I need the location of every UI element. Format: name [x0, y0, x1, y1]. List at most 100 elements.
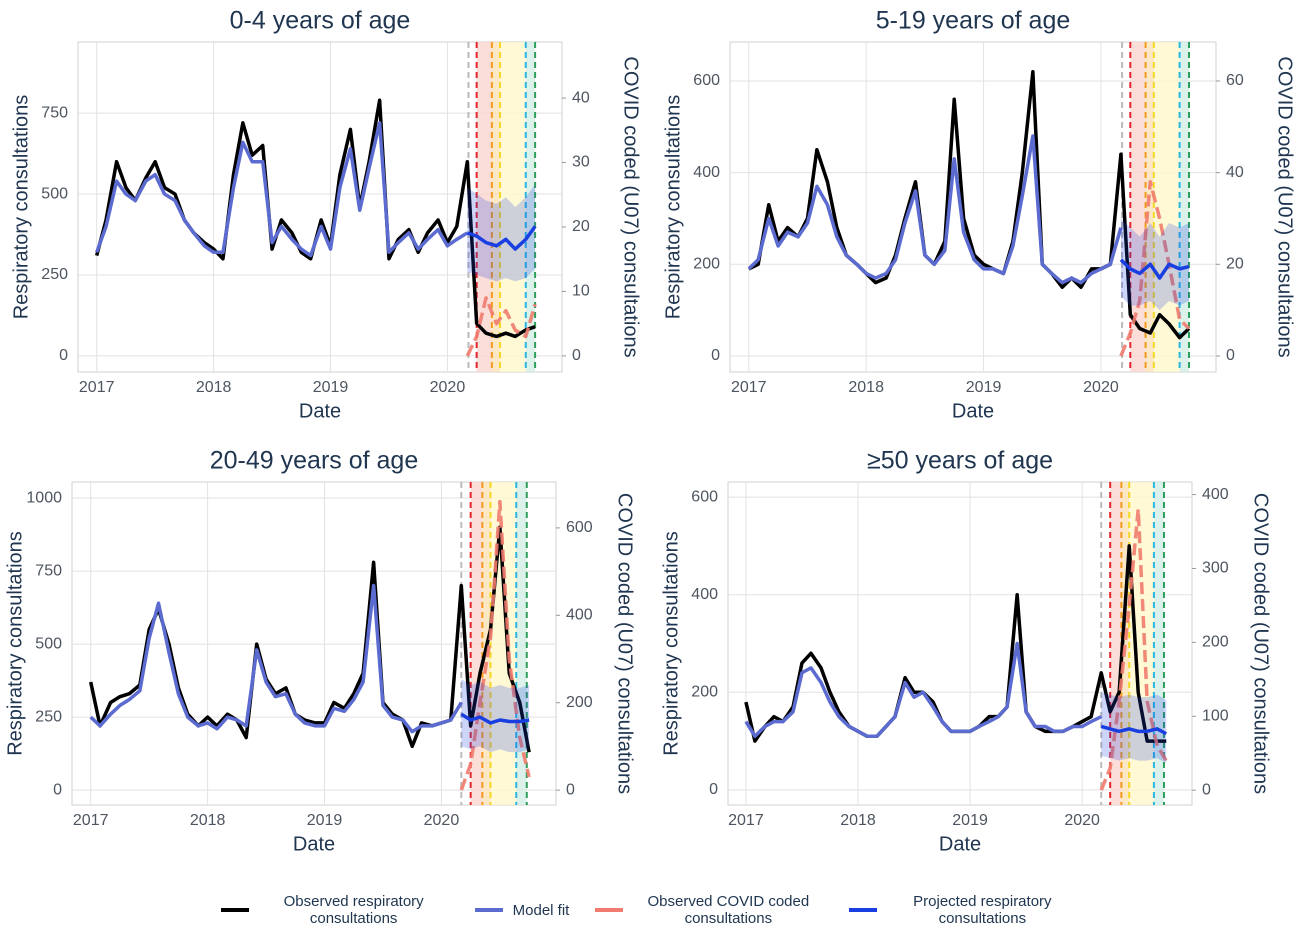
- plot-frame: [727, 481, 1193, 806]
- y-axis-label: Respiratory consultations: [660, 531, 682, 756]
- legend-label: Observed respiratory consultations: [283, 893, 424, 927]
- y-tick-label: 200: [691, 684, 718, 701]
- y-tick-label: 750: [41, 104, 68, 121]
- y-tick-label: 600: [693, 72, 720, 89]
- y-tick-label: 600: [691, 488, 718, 505]
- x-tick-label: 2018: [190, 812, 226, 829]
- period-span: [491, 42, 501, 372]
- period-span: [1121, 482, 1130, 805]
- y2-tick-label: 40: [1226, 164, 1244, 181]
- legend-label: Observed COVID coded consultations: [647, 893, 810, 927]
- series-line: [1100, 724, 1168, 736]
- y-axis-label: Respiratory consultations: [662, 95, 684, 320]
- y-tick-label: 1000: [26, 489, 62, 506]
- y2-tick-label: 300: [1202, 560, 1229, 577]
- period-span: [1179, 42, 1189, 372]
- x-axis-label: Date: [939, 833, 981, 855]
- y2-tick-label: 0: [1226, 347, 1235, 364]
- series-line: [1119, 180, 1191, 357]
- y2-tick-label: 600: [566, 519, 593, 536]
- y-tick-label: 0: [711, 347, 720, 364]
- x-tick-label: 2020: [430, 379, 466, 396]
- legend-item: Model fit: [474, 901, 570, 919]
- x-tick-label: 2018: [848, 379, 884, 396]
- legend: Observed respiratory consultations Model …: [0, 893, 1298, 927]
- series-line: [748, 70, 1191, 340]
- x-axis-label: Date: [293, 833, 335, 855]
- y-tick-label: 250: [35, 708, 62, 725]
- period-span: [525, 42, 536, 372]
- series-line: [1099, 507, 1168, 791]
- y2-tick-label: 100: [1202, 708, 1229, 725]
- y2-tick-label: 0: [566, 781, 575, 798]
- y2-tick-label: 30: [572, 154, 590, 171]
- period-span: [1129, 482, 1154, 805]
- period-span: [1153, 482, 1164, 805]
- plot-frame: [729, 41, 1217, 373]
- legend-item: Projected respiratory consultations: [849, 893, 1077, 927]
- projection-band: [461, 679, 530, 753]
- x-tick-label: 2017: [79, 379, 115, 396]
- series-line: [95, 121, 469, 258]
- x-tick-label: 2017: [731, 379, 767, 396]
- y2-tick-label: 400: [1202, 486, 1229, 503]
- y2-tick-label: 10: [572, 283, 590, 300]
- chart-title: 0-4 years of age: [230, 7, 411, 35]
- chart-title: 5-19 years of age: [876, 7, 1071, 35]
- chart-grid: 0-4 years of age Date Respiratory consulta…: [4, 7, 1295, 856]
- y2-tick-label: 200: [1202, 634, 1229, 651]
- y-axis-label: Respiratory consultations: [10, 95, 32, 320]
- series-line: [1119, 258, 1190, 280]
- legend-label: Projected respiratory consultations: [913, 893, 1052, 927]
- legend-swatch: [220, 908, 249, 912]
- legend-swatch: [474, 908, 503, 912]
- period-span: [490, 482, 517, 805]
- legend-item: Observed COVID coded consultations: [595, 893, 823, 927]
- legend-swatch: [849, 908, 878, 912]
- projection-band: [467, 184, 536, 282]
- series-line: [459, 499, 531, 791]
- period-span: [516, 482, 527, 805]
- plot-frame: [77, 41, 563, 373]
- legend-label: Model fit: [512, 901, 570, 919]
- y-axis-label: Respiratory consultations: [4, 531, 26, 756]
- x-tick-label: 2018: [196, 379, 232, 396]
- x-tick-label: 2019: [313, 379, 349, 396]
- y-tick-label: 200: [693, 256, 720, 273]
- projection-band: [1120, 218, 1189, 311]
- x-tick-label: 2020: [1064, 812, 1100, 829]
- x-tick-label: 2019: [952, 812, 988, 829]
- y2-tick-label: 40: [572, 89, 590, 106]
- x-axis-label: Date: [299, 400, 341, 422]
- period-span: [470, 482, 483, 805]
- y2-tick-label: 0: [1202, 781, 1211, 798]
- y-tick-label: 0: [53, 781, 62, 798]
- series-line: [89, 583, 463, 734]
- series-line: [460, 712, 530, 725]
- series-line: [747, 134, 1123, 285]
- y2-tick-label: 20: [572, 218, 590, 235]
- y2-tick-label: 60: [1226, 72, 1244, 89]
- x-tick-label: 2018: [840, 812, 876, 829]
- period-span: [1110, 482, 1122, 805]
- y2-tick-label: 0: [572, 347, 581, 364]
- x-tick-label: 2017: [73, 812, 109, 829]
- x-tick-label: 2020: [424, 812, 460, 829]
- y-tick-label: 750: [35, 562, 62, 579]
- y2-tick-label: 200: [566, 694, 593, 711]
- y2-axis-label: COVID coded (U07) consultations: [614, 493, 636, 794]
- projection-band: [1101, 692, 1167, 764]
- legend-item: Observed respiratory consultations: [220, 893, 449, 927]
- x-tick-label: 2020: [1083, 379, 1119, 396]
- y2-axis-label: COVID coded (U07) consultations: [620, 56, 642, 357]
- x-tick-label: 2019: [307, 812, 343, 829]
- period-span: [1145, 42, 1154, 372]
- series-line: [465, 296, 537, 357]
- y-tick-label: 0: [709, 781, 718, 798]
- series-line: [466, 225, 537, 251]
- y2-axis-label: COVID coded (U07) consultations: [1250, 493, 1272, 794]
- x-tick-label: 2019: [966, 379, 1002, 396]
- y2-tick-label: 20: [1226, 256, 1244, 273]
- x-tick-label: 2017: [728, 812, 764, 829]
